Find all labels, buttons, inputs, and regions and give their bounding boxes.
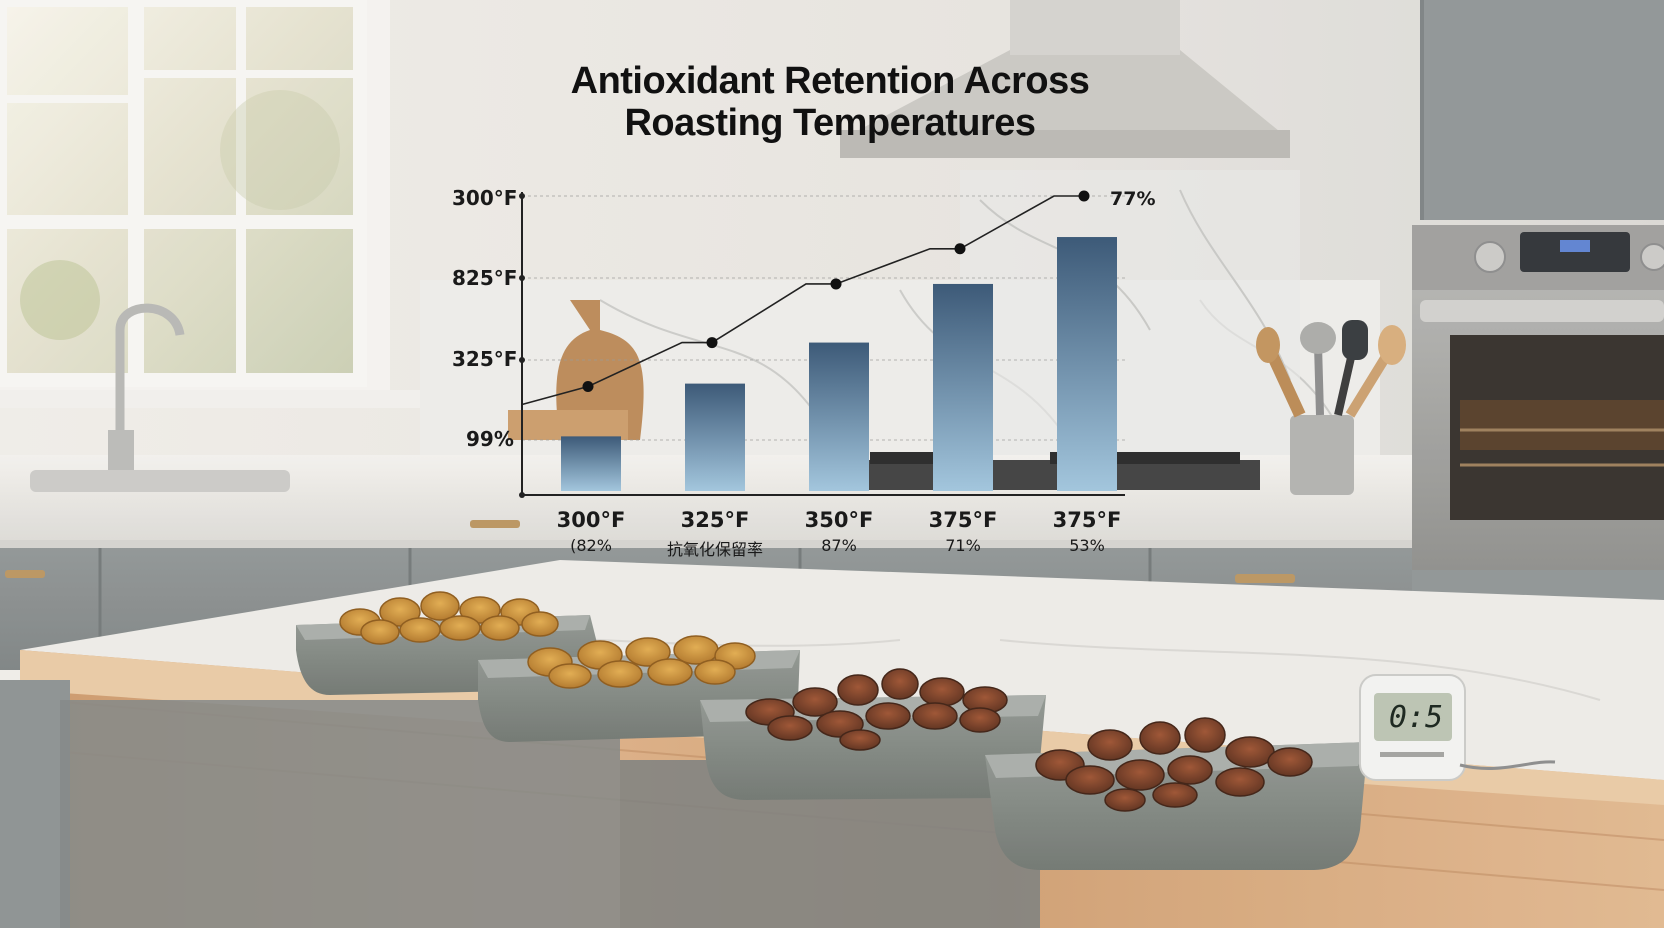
bar-chart (519, 190, 1125, 498)
x-tick-label: 375°F (928, 508, 998, 532)
line-point (706, 337, 718, 349)
x-category-label: 300°F (82% (531, 508, 651, 555)
x-category-label: 350°F 87% (779, 508, 899, 555)
x-category-label: 325°F 抗氧化保留率 (655, 508, 775, 560)
x-sub-label: 87% (821, 536, 857, 555)
x-tick-label: 300°F (556, 508, 626, 532)
axis-origin (519, 492, 525, 498)
bar (561, 436, 621, 491)
chart-title: Antioxidant Retention Across Roasting Te… (430, 60, 1230, 144)
x-sub-label: (82% (570, 536, 612, 555)
y-tick-label: 300°F (452, 186, 518, 210)
bar (933, 283, 993, 491)
chart-title-line-2: Roasting Temperatures (624, 102, 1036, 144)
bar (1057, 237, 1117, 491)
bar (809, 342, 869, 491)
x-sub-label: 53% (1069, 536, 1105, 555)
y-tick-mark (519, 357, 525, 363)
line-point (1078, 190, 1090, 202)
chart-title-line-1: Antioxidant Retention Across (570, 60, 1090, 102)
series-line (521, 195, 1084, 406)
x-sub-label: 抗氧化保留率 (666, 540, 763, 559)
top-annotation: 77% (1110, 188, 1156, 210)
y-tick-mark (519, 275, 525, 281)
y-tick-label: 325°F (452, 347, 518, 371)
line-point (830, 278, 842, 290)
timer-display: 0:5 (1388, 700, 1444, 735)
x-category-label: 375°F 71% (903, 508, 1023, 555)
x-tick-label: 375°F (1052, 508, 1122, 532)
line-point (954, 243, 966, 255)
bar (685, 383, 745, 491)
y-tick-label: 99% (466, 427, 514, 451)
y-tick-label: 825°F (452, 266, 518, 290)
x-tick-label: 325°F (680, 508, 750, 532)
line-point (582, 381, 594, 393)
x-tick-label: 350°F (804, 508, 874, 532)
x-sub-label: 71% (945, 536, 981, 555)
y-tick-mark (519, 193, 525, 199)
x-category-label: 375°F 53% (1027, 508, 1147, 555)
